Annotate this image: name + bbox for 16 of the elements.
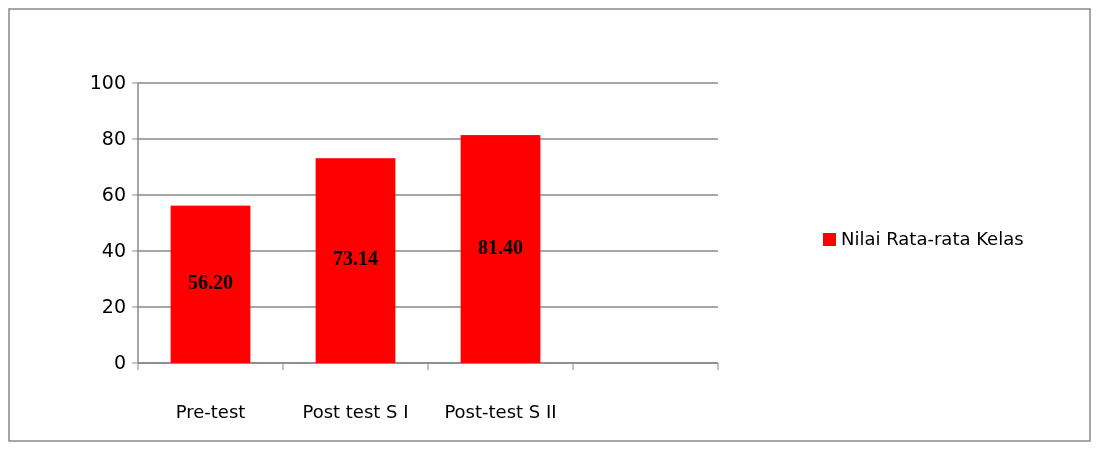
data-label: 73.14 xyxy=(333,247,378,270)
y-tick-label: 20 xyxy=(101,294,126,317)
data-label: 81.40 xyxy=(478,235,523,258)
x-tick-label: Post-test S II xyxy=(444,401,557,422)
y-tick-label: 40 xyxy=(101,238,126,261)
data-label: 56.20 xyxy=(188,270,233,293)
bar xyxy=(460,135,541,363)
x-tick-label: Pre-test xyxy=(175,401,246,422)
y-tick-label: 100 xyxy=(89,70,126,93)
bar xyxy=(315,158,396,363)
legend-label: Nilai Rata-rata Kelas xyxy=(841,228,1024,249)
y-tick-label: 60 xyxy=(101,182,126,205)
bar xyxy=(170,205,251,363)
x-tick-label: Post test S I xyxy=(302,401,409,422)
y-tick-label: 80 xyxy=(101,126,126,149)
y-tick-label: 0 xyxy=(113,350,126,373)
